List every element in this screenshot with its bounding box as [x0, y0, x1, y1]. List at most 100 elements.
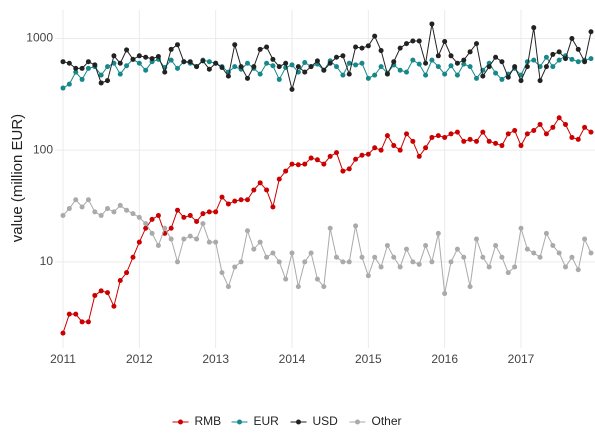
data-point [194, 236, 200, 242]
data-point [136, 60, 142, 66]
data-point [372, 254, 378, 260]
data-point [575, 46, 581, 52]
data-point [518, 143, 524, 149]
data-point [454, 72, 460, 78]
x-tick-label: 2011 [50, 352, 76, 366]
data-point [73, 311, 79, 317]
data-point [448, 63, 454, 69]
data-point [537, 254, 543, 260]
data-point [531, 250, 537, 256]
data-point [238, 64, 244, 70]
data-point [391, 143, 397, 149]
data-point [302, 161, 308, 167]
data-point [149, 216, 155, 222]
data-point [429, 21, 435, 27]
x-tick-label: 2013 [202, 352, 229, 366]
data-point [194, 64, 200, 70]
data-point [295, 162, 301, 168]
data-point [149, 230, 155, 236]
data-point [442, 39, 448, 45]
data-point [359, 45, 365, 51]
data-point [98, 213, 104, 219]
data-point [187, 213, 193, 219]
data-point [314, 58, 320, 64]
data-point [575, 136, 581, 142]
data-point [98, 80, 104, 86]
x-tick-label: 2014 [279, 352, 306, 366]
data-point [181, 214, 187, 220]
data-point [143, 221, 149, 227]
data-point [162, 225, 168, 231]
data-point [130, 254, 136, 260]
data-point [365, 43, 371, 49]
data-point [353, 62, 359, 68]
data-point [550, 124, 556, 130]
data-point [219, 194, 225, 200]
data-point [423, 72, 429, 78]
data-point [270, 204, 276, 210]
data-point [416, 261, 422, 267]
data-point [168, 225, 174, 231]
data-point [257, 239, 263, 245]
data-point [289, 161, 295, 167]
data-point [206, 239, 212, 245]
data-point [73, 197, 79, 203]
data-point [404, 69, 410, 75]
data-point [378, 147, 384, 153]
data-point [321, 161, 327, 167]
legend-marker [178, 419, 183, 425]
legend-marker [355, 419, 360, 425]
data-point [467, 64, 473, 70]
data-point [391, 59, 397, 65]
data-point [524, 131, 530, 137]
data-point [550, 243, 556, 249]
data-point [251, 187, 257, 193]
data-point [486, 138, 492, 144]
data-point [410, 259, 416, 265]
data-point [264, 44, 270, 50]
data-point [168, 57, 174, 63]
data-point [442, 71, 448, 77]
data-point [92, 292, 98, 298]
data-point [582, 124, 588, 130]
data-point [181, 236, 187, 242]
data-point [461, 57, 467, 63]
data-point [429, 57, 435, 63]
data-point [588, 129, 594, 135]
data-point [556, 57, 562, 63]
data-point [124, 207, 130, 213]
data-point [397, 45, 403, 51]
data-point [556, 115, 562, 121]
data-point [543, 131, 549, 137]
data-point [327, 60, 333, 66]
data-point [372, 33, 378, 39]
data-point [136, 239, 142, 245]
data-point [493, 54, 499, 60]
data-point [73, 69, 79, 75]
data-point [359, 60, 365, 66]
data-point [175, 259, 181, 265]
data-point [569, 56, 575, 62]
data-point [582, 236, 588, 242]
data-point [232, 198, 238, 204]
data-point [429, 259, 435, 265]
data-point [60, 59, 66, 65]
data-point [435, 230, 441, 236]
data-point [264, 60, 270, 66]
data-point [461, 61, 467, 67]
data-point [200, 211, 206, 217]
data-point [321, 284, 327, 290]
data-point [556, 250, 562, 256]
data-point [569, 254, 575, 260]
data-point [276, 176, 282, 182]
data-point [130, 211, 136, 217]
data-point [353, 156, 359, 162]
data-point [270, 250, 276, 256]
data-point [334, 150, 340, 156]
data-point [518, 78, 524, 84]
data-point [73, 65, 79, 71]
series-line [62, 23, 592, 92]
data-point [232, 64, 238, 70]
data-point [518, 225, 524, 231]
data-point [117, 60, 123, 66]
